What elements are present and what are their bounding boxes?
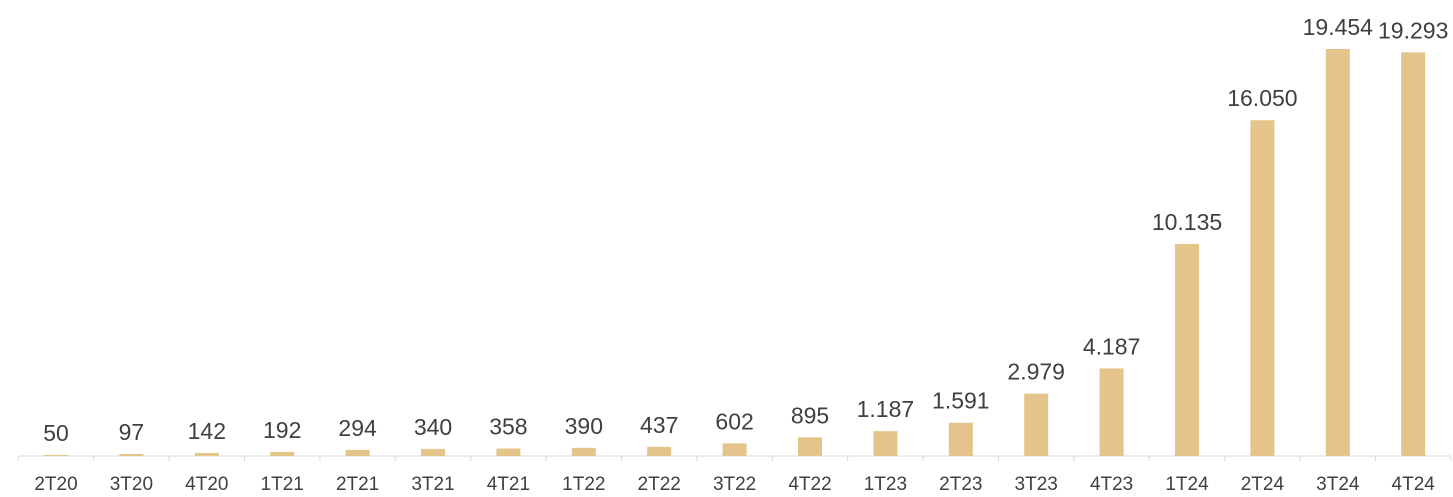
- x-tick-label-2T21: 2T21: [336, 474, 379, 495]
- data-label-3T22: 602: [715, 408, 753, 434]
- x-tick-label-4T20: 4T20: [185, 474, 228, 495]
- data-label-2T20: 50: [43, 420, 69, 446]
- x-tick-label-3T23: 3T23: [1015, 474, 1058, 495]
- data-label-1T22: 390: [565, 413, 603, 439]
- bar-2T20: [44, 454, 68, 456]
- bar-4T24: [1401, 52, 1426, 456]
- bar-1T24: [1175, 243, 1199, 456]
- x-tick-label-1T23: 1T23: [864, 474, 907, 495]
- bar-2T24: [1250, 120, 1275, 457]
- bar-4T22: [798, 437, 822, 456]
- data-label-2T23: 1.591: [932, 388, 990, 414]
- bar-3T24: [1325, 49, 1350, 456]
- bar-2T23: [948, 422, 973, 456]
- bar-1T22: [571, 447, 596, 456]
- x-tick-label-3T21: 3T21: [411, 474, 454, 495]
- bar-3T22: [722, 443, 747, 456]
- x-tick-label-1T21: 1T21: [261, 474, 304, 495]
- data-label-3T24: 19.454: [1303, 14, 1374, 40]
- data-label-4T22: 895: [791, 402, 829, 428]
- x-tick-label-4T21: 4T21: [487, 474, 530, 495]
- x-tick-label-2T22: 2T22: [638, 474, 681, 495]
- bar-4T21: [496, 448, 521, 456]
- data-label-2T21: 294: [338, 415, 377, 441]
- x-tick-label-1T22: 1T22: [562, 474, 605, 495]
- data-label-1T23: 1.187: [857, 396, 915, 422]
- bar-3T21: [421, 448, 445, 456]
- data-label-2T22: 437: [640, 412, 678, 438]
- bar-2T22: [647, 446, 672, 456]
- bar-2T21: [345, 449, 370, 456]
- x-tick-label-1T24: 1T24: [1165, 474, 1209, 495]
- x-tick-label-2T23: 2T23: [939, 474, 982, 495]
- bar-1T21: [270, 451, 295, 456]
- bar-4T23: [1099, 368, 1124, 456]
- data-label-1T24: 10.135: [1152, 209, 1222, 235]
- data-label-4T23: 4.187: [1083, 333, 1141, 359]
- bar-3T20: [119, 453, 144, 456]
- data-label-2T24: 16.050: [1227, 85, 1297, 111]
- data-label-4T24: 19.293: [1378, 17, 1448, 43]
- data-label-4T20: 142: [188, 418, 226, 444]
- bar-4T20: [194, 453, 219, 456]
- data-label-1T21: 192: [263, 417, 301, 443]
- data-label-3T20: 97: [119, 419, 145, 445]
- data-label-4T21: 358: [489, 414, 527, 440]
- bar-1T23: [873, 431, 898, 456]
- x-tick-label-4T23: 4T23: [1090, 474, 1133, 495]
- data-label-3T23: 2.979: [1007, 359, 1065, 385]
- x-tick-label-4T22: 4T22: [788, 474, 831, 495]
- x-tick-label-2T20: 2T20: [34, 474, 77, 495]
- x-tick-label-2T24: 2T24: [1241, 474, 1285, 495]
- bar-3T23: [1024, 393, 1049, 456]
- data-label-3T21: 340: [414, 414, 452, 440]
- x-tick-label-4T24: 4T24: [1392, 474, 1436, 495]
- x-tick-label-3T20: 3T20: [110, 474, 153, 495]
- x-tick-label-3T24: 3T24: [1316, 474, 1360, 495]
- x-tick-label-3T22: 3T22: [713, 474, 756, 495]
